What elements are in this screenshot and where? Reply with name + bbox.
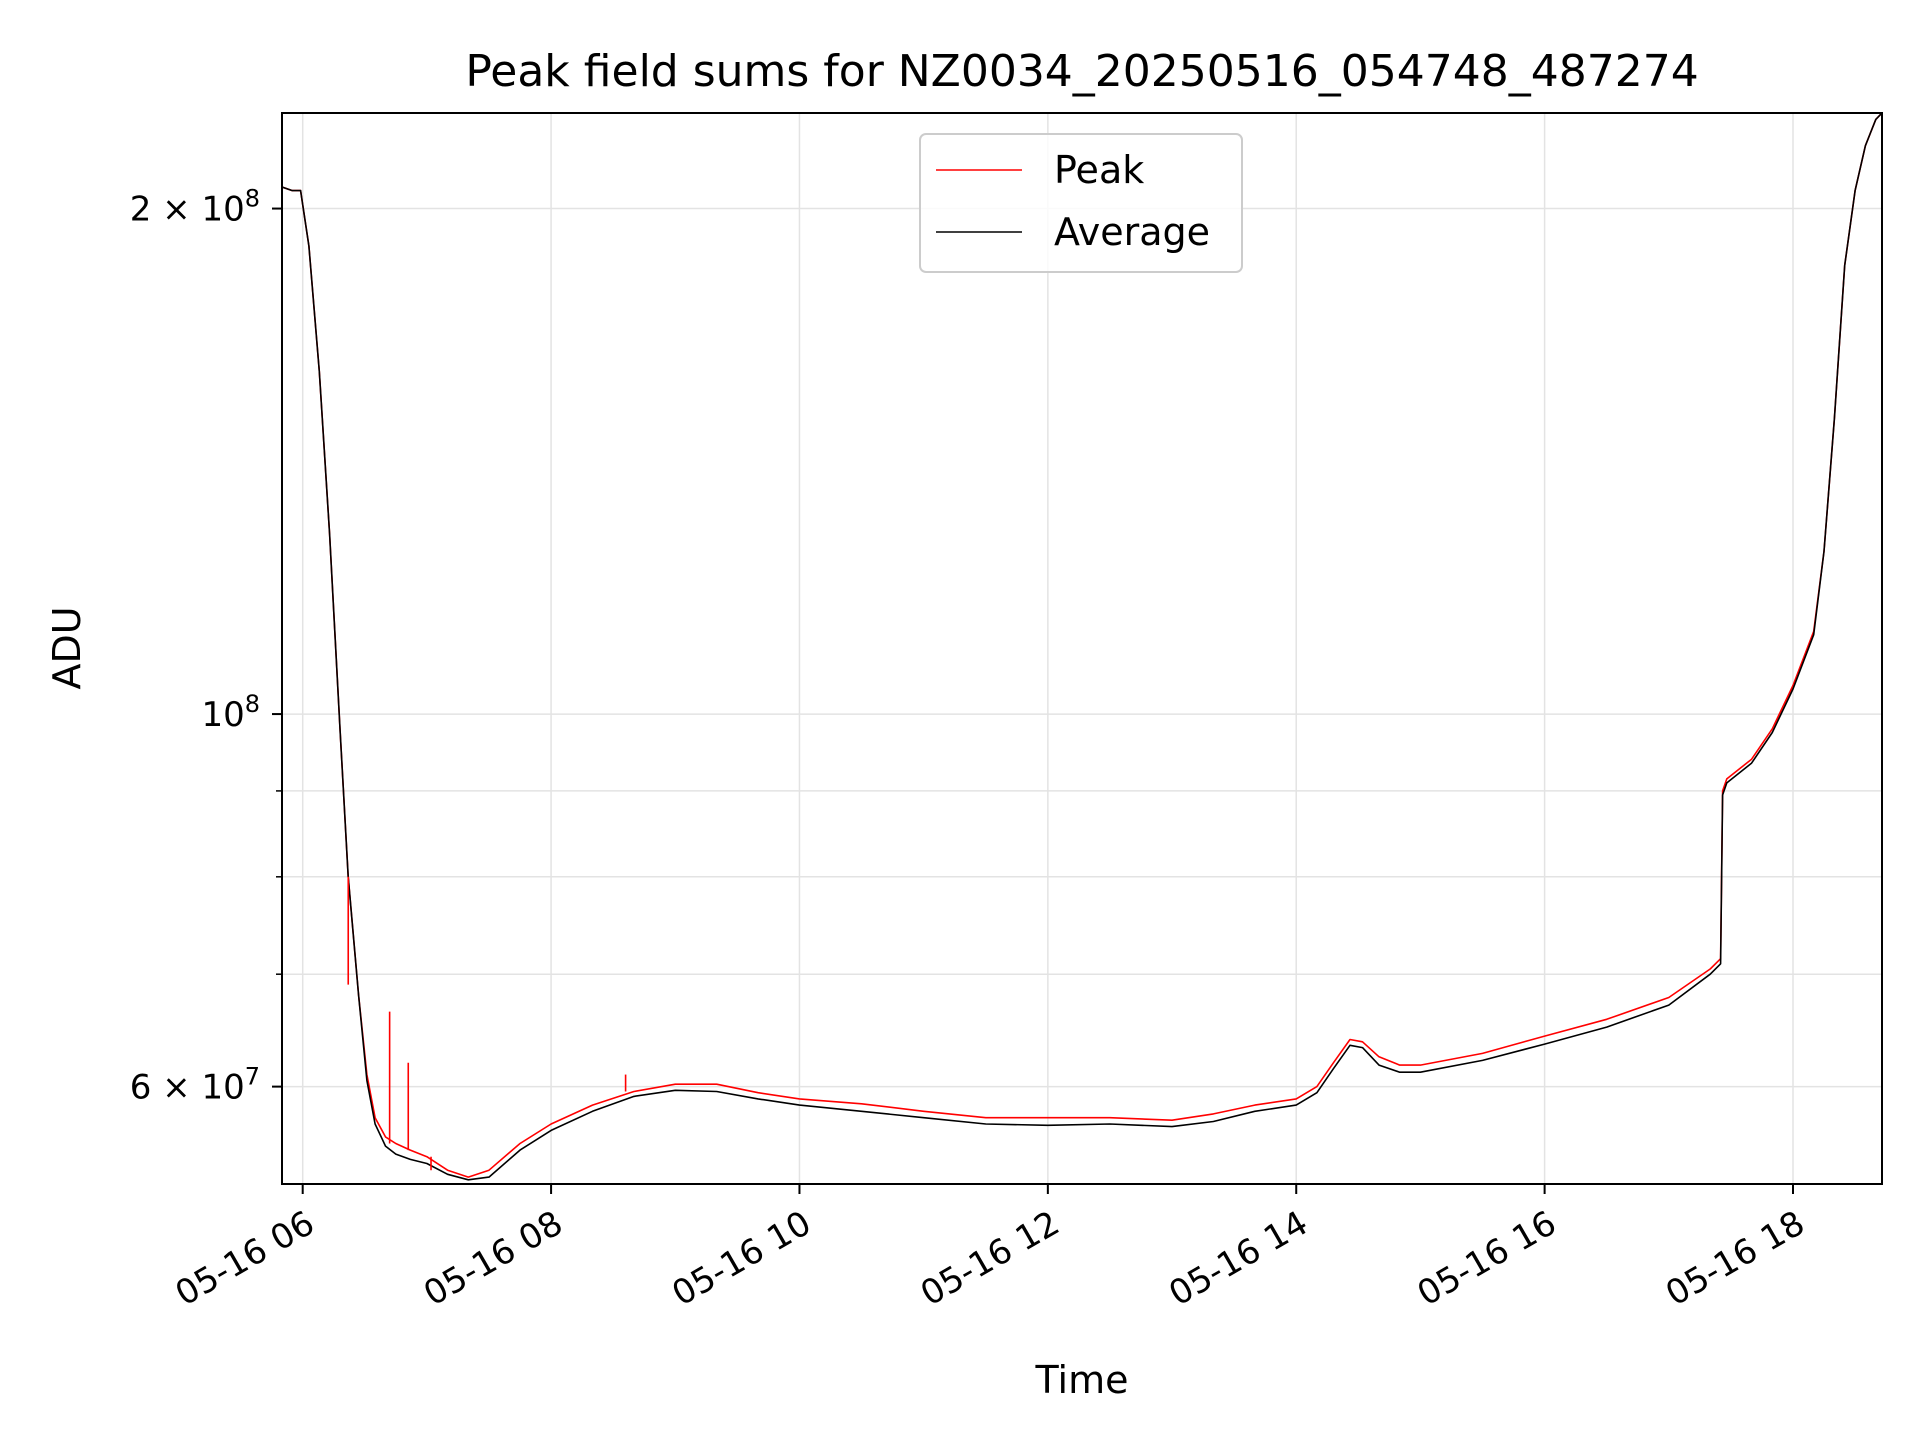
y-tick-base: 10 — [201, 190, 244, 230]
series-line-average — [282, 113, 1882, 1181]
y-tick-exponent: 7 — [245, 1063, 260, 1091]
y-tick-label: 6 × 107 — [130, 1063, 260, 1108]
plot-frame — [281, 112, 1883, 1185]
x-axis-label: Time — [1035, 1358, 1129, 1402]
y-tick-exponent: 8 — [245, 690, 260, 718]
y-tick-exponent: 8 — [245, 185, 260, 213]
plot-lines — [282, 113, 1882, 1181]
y-tick-label: 2 × 108 — [130, 185, 260, 230]
y-tick-mantissa: 2 — [130, 190, 152, 230]
y-tick-label: 108 — [201, 690, 260, 735]
y-tick-base: 10 — [201, 695, 244, 735]
chart-title: Peak field sums for NZ0034_20250516_0547… — [465, 46, 1698, 97]
legend-label-average: Average — [1054, 210, 1210, 254]
legend-label-peak: Peak — [1054, 148, 1144, 192]
y-axis-label: ADU — [45, 606, 89, 689]
series-line-peak — [282, 113, 1882, 1178]
y-tick-mantissa: 6 — [130, 1068, 152, 1108]
legend-box — [919, 133, 1243, 273]
y-tick-times: × — [151, 1068, 201, 1108]
y-tick-times: × — [151, 190, 201, 230]
legend: Peak Average — [919, 133, 1243, 273]
y-tick-base: 10 — [201, 1068, 244, 1108]
